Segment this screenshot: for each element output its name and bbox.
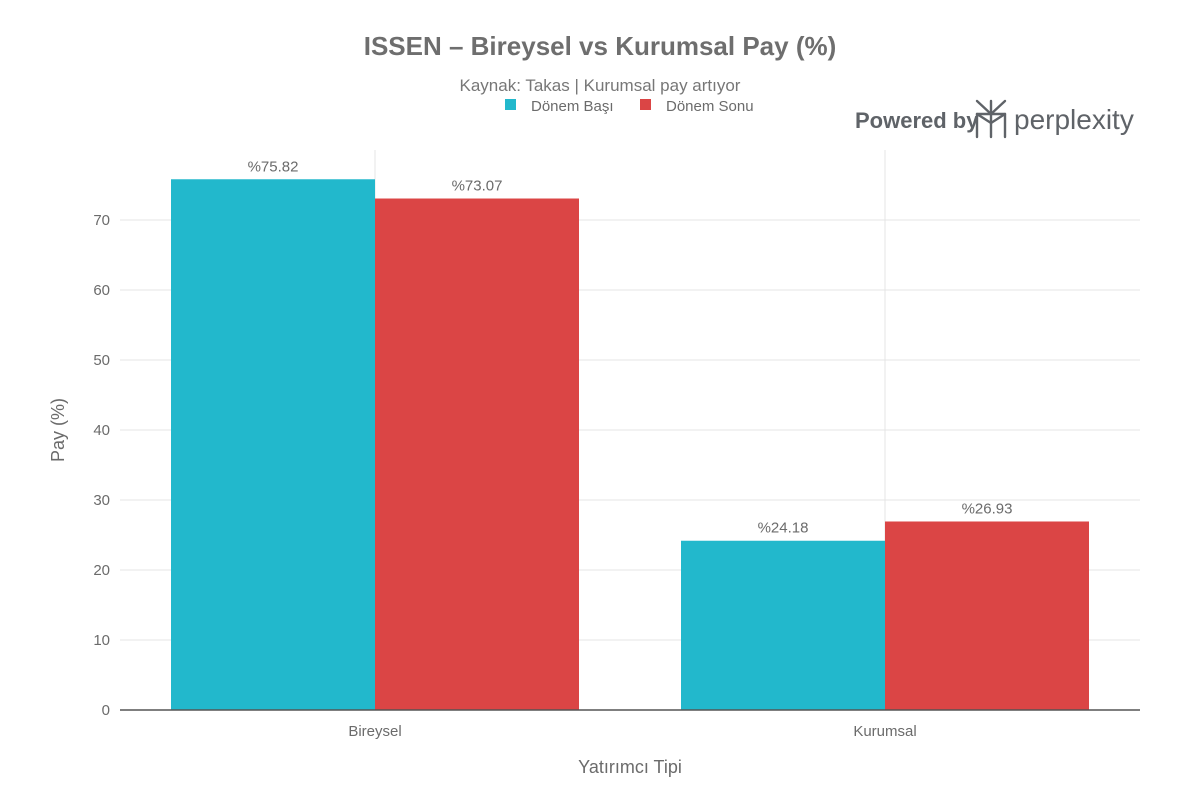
- y-tick-label: 40: [93, 422, 110, 439]
- bar: [681, 540, 885, 710]
- bar: [375, 198, 579, 710]
- branding: Powered by perplexity: [855, 99, 1134, 139]
- legend-label-donem-sonu: Dönem Sonu: [666, 98, 754, 115]
- powered-by-text: Powered by: [855, 108, 979, 133]
- perplexity-wordmark: perplexity: [1014, 104, 1134, 135]
- y-tick-label: 60: [93, 282, 110, 299]
- y-axis-title: Pay (%): [48, 398, 68, 462]
- bar-data-label: %73.07: [452, 178, 503, 195]
- x-tick-label: Kurumsal: [853, 723, 916, 740]
- legend: Dönem Başı Dönem Sonu: [505, 98, 754, 115]
- y-tick-label: 10: [93, 632, 110, 649]
- y-tick-label: 20: [93, 562, 110, 579]
- bar-data-label: %75.82: [248, 158, 299, 175]
- legend-swatch-donem-sonu: [640, 99, 651, 110]
- axes: 0 10 20 30 40 50 60 70 Bireysel Kurumsal: [93, 212, 1140, 740]
- bar: [885, 521, 1089, 710]
- y-tick-label: 70: [93, 212, 110, 229]
- bars: [171, 179, 1089, 710]
- chart-subtitle: Kaynak: Takas | Kurumsal pay artıyor: [460, 76, 741, 95]
- legend-swatch-donem-basi: [505, 99, 516, 110]
- x-axis-title: Yatırımcı Tipi: [578, 757, 682, 777]
- y-tick-label: 0: [102, 702, 110, 719]
- perplexity-logo-icon: [975, 99, 1007, 139]
- bar-data-label: %24.18: [758, 520, 809, 537]
- legend-label-donem-basi: Dönem Başı: [531, 98, 614, 115]
- data-labels: %75.82 %73.07 %24.18 %26.93: [248, 158, 1013, 536]
- chart-title: ISSEN – Bireysel vs Kurumsal Pay (%): [364, 31, 837, 61]
- x-tick-label: Bireysel: [348, 723, 401, 740]
- bar-data-label: %26.93: [962, 500, 1013, 517]
- bar: [171, 179, 375, 710]
- y-tick-label: 30: [93, 492, 110, 509]
- y-tick-label: 50: [93, 352, 110, 369]
